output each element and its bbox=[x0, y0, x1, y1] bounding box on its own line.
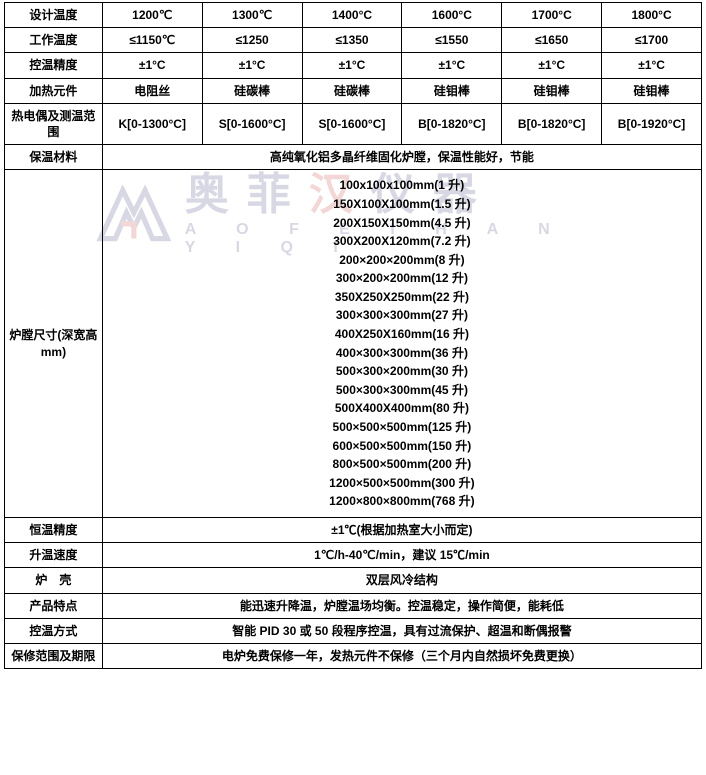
cell-value: K[0-1300°C] bbox=[102, 103, 202, 144]
table-row: 保修范围及期限电炉免费保修一年，发热元件不保修（三个月内自然损坏免费更换） bbox=[5, 643, 702, 668]
merged-cell-value: 智能 PID 30 或 50 段程序控温，具有过流保护、超温和断偶报警 bbox=[102, 618, 701, 643]
table-row: 设计温度1200℃1300℃1400°C1600°C1700°C1800°C bbox=[5, 3, 702, 28]
row-label: 控温精度 bbox=[5, 53, 103, 78]
table-row: 恒温精度±1℃(根据加热室大小而定) bbox=[5, 518, 702, 543]
row-label: 设计温度 bbox=[5, 3, 103, 28]
cell-value: 电阻丝 bbox=[102, 78, 202, 103]
merged-cell-value: 电炉免费保修一年，发热元件不保修（三个月内自然损坏免费更换） bbox=[102, 643, 701, 668]
merged-cell-value: 高纯氧化铝多晶纤维固化炉膛，保温性能好，节能 bbox=[102, 145, 701, 170]
table-row: 炉 壳双层风冷结构 bbox=[5, 568, 702, 593]
cell-value: B[0-1920°C] bbox=[602, 103, 702, 144]
merged-cell-value: 能迅速升降温，炉膛温场均衡。控温稳定，操作简便，能耗低 bbox=[102, 593, 701, 618]
table-row: 升温速度1℃/h-40℃/min，建议 15℃/min bbox=[5, 543, 702, 568]
cell-value: 硅钼棒 bbox=[402, 78, 502, 103]
cell-value: ±1°C bbox=[502, 53, 602, 78]
table-row: 加热元件电阻丝硅碳棒硅碳棒硅钼棒硅钼棒硅钼棒 bbox=[5, 78, 702, 103]
table-row: 保温材料高纯氧化铝多晶纤维固化炉膛，保温性能好，节能 bbox=[5, 145, 702, 170]
cell-value: B[0-1820°C] bbox=[502, 103, 602, 144]
cell-value: ±1°C bbox=[602, 53, 702, 78]
cell-value: 1300℃ bbox=[202, 3, 302, 28]
table-row: 控温精度±1°C±1°C±1°C±1°C±1°C±1°C bbox=[5, 53, 702, 78]
cell-value: 1800°C bbox=[602, 3, 702, 28]
cell-value: ≤1700 bbox=[602, 28, 702, 53]
cell-value: ±1°C bbox=[302, 53, 402, 78]
row-label: 产品特点 bbox=[5, 593, 103, 618]
row-label: 恒温精度 bbox=[5, 518, 103, 543]
cell-value: ≤1350 bbox=[302, 28, 402, 53]
cell-value: 硅钼棒 bbox=[502, 78, 602, 103]
merged-cell-value: 100x100x100mm(1 升)150X100X100mm(1.5 升)20… bbox=[102, 170, 701, 518]
row-label: 加热元件 bbox=[5, 78, 103, 103]
row-label: 控温方式 bbox=[5, 618, 103, 643]
cell-value: ≤1150℃ bbox=[102, 28, 202, 53]
row-label: 保温材料 bbox=[5, 145, 103, 170]
cell-value: ±1°C bbox=[202, 53, 302, 78]
table-row: 控温方式智能 PID 30 或 50 段程序控温，具有过流保护、超温和断偶报警 bbox=[5, 618, 702, 643]
cell-value: B[0-1820°C] bbox=[402, 103, 502, 144]
spec-table: 设计温度1200℃1300℃1400°C1600°C1700°C1800°C工作… bbox=[4, 2, 702, 669]
table-row: 工作温度≤1150℃≤1250≤1350≤1550≤1650≤1700 bbox=[5, 28, 702, 53]
cell-value: S[0-1600°C] bbox=[202, 103, 302, 144]
row-label: 工作温度 bbox=[5, 28, 103, 53]
cell-value: 1200℃ bbox=[102, 3, 202, 28]
table-row: 热电偶及测温范围K[0-1300°C]S[0-1600°C]S[0-1600°C… bbox=[5, 103, 702, 144]
merged-cell-value: ±1℃(根据加热室大小而定) bbox=[102, 518, 701, 543]
table-row: 炉膛尺寸(深宽高 mm)100x100x100mm(1 升)150X100X10… bbox=[5, 170, 702, 518]
cell-value: ≤1650 bbox=[502, 28, 602, 53]
cell-value: 1400°C bbox=[302, 3, 402, 28]
cell-value: 硅钼棒 bbox=[602, 78, 702, 103]
cell-value: ±1°C bbox=[402, 53, 502, 78]
cell-value: ≤1250 bbox=[202, 28, 302, 53]
table-row: 产品特点能迅速升降温，炉膛温场均衡。控温稳定，操作简便，能耗低 bbox=[5, 593, 702, 618]
cell-value: 硅碳棒 bbox=[202, 78, 302, 103]
row-label: 保修范围及期限 bbox=[5, 643, 103, 668]
cell-value: ±1°C bbox=[102, 53, 202, 78]
cell-value: ≤1550 bbox=[402, 28, 502, 53]
row-label: 热电偶及测温范围 bbox=[5, 103, 103, 144]
cell-value: 1700°C bbox=[502, 3, 602, 28]
merged-cell-value: 1℃/h-40℃/min，建议 15℃/min bbox=[102, 543, 701, 568]
cell-value: 硅碳棒 bbox=[302, 78, 402, 103]
cell-value: 1600°C bbox=[402, 3, 502, 28]
row-label: 炉 壳 bbox=[5, 568, 103, 593]
merged-cell-value: 双层风冷结构 bbox=[102, 568, 701, 593]
row-label: 升温速度 bbox=[5, 543, 103, 568]
row-label: 炉膛尺寸(深宽高 mm) bbox=[5, 170, 103, 518]
cell-value: S[0-1600°C] bbox=[302, 103, 402, 144]
